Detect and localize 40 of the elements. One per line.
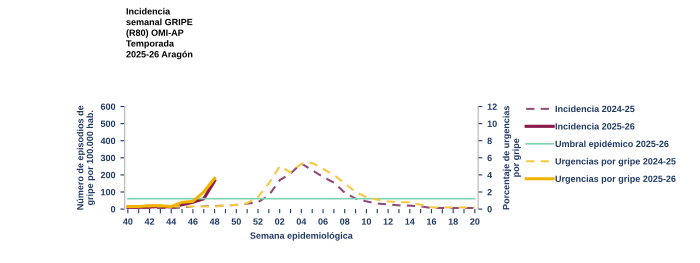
x-tick-label: 44 <box>166 218 176 225</box>
x-tick-label: 48 <box>210 218 220 225</box>
x-tick-label: 08 <box>340 218 350 225</box>
y2-axis-title: Porcentaje de urgencias por gripe <box>502 106 521 210</box>
y2-tick-label: 8 <box>487 138 492 144</box>
x-tick-label: 50 <box>232 218 241 225</box>
x-tick-label: 20 <box>470 218 480 225</box>
y2-tick-label: 6 <box>487 154 492 162</box>
y-tick-label: 500 <box>100 120 116 127</box>
y2-tick-label: 10 <box>488 120 497 127</box>
x-tick-label: 16 <box>427 218 436 225</box>
y-tick-label: 100 <box>101 188 116 196</box>
y-axis-title: Número de episodios de gripe por 100.000 hab. <box>76 106 95 210</box>
y-tick-label: 200 <box>100 172 116 178</box>
chart-title: Incidencia semanal GRIPE (R80) OMI-AP Temporada 2025-26 Aragón <box>126 8 192 60</box>
y-tick-label: 600 <box>100 103 116 110</box>
legend-label: Umbral epidémico 2025-26 <box>556 140 669 149</box>
y-tick-label: 400 <box>100 138 116 144</box>
y-tick-label: 300 <box>100 154 116 162</box>
x-tick-label: 04 <box>296 218 306 225</box>
x-tick-label: 46 <box>188 218 198 225</box>
x-tick-label: 02 <box>275 218 284 225</box>
legend-label: Urgencias por gripe 2025-26 <box>556 175 676 184</box>
y2-tick-label: 2 <box>487 188 492 196</box>
x-tick-label: 42 <box>144 218 154 225</box>
x-tick-label: 40 <box>122 218 133 225</box>
x-tick-label: 52 <box>253 218 263 225</box>
y2-tick-label: 0 <box>487 206 492 212</box>
x-tick-label: 06 <box>318 218 328 225</box>
x-axis-title: Semana epidemiológica <box>250 232 353 241</box>
y2-tick-label: 12 <box>488 103 497 110</box>
legend-label: Incidencia 2024-25 <box>556 105 635 112</box>
y-tick-label: 0 <box>110 206 116 212</box>
legend-label: Urgencias por gripe 2024-25 <box>556 158 676 166</box>
x-tick-label: 10 <box>362 218 372 225</box>
y2-tick-label: 4 <box>487 172 492 178</box>
x-tick-label: 12 <box>384 218 393 225</box>
x-tick-label: 18 <box>448 218 458 225</box>
x-tick-label: 14 <box>405 218 415 225</box>
legend-label: Incidencia 2025-26 <box>556 122 634 130</box>
